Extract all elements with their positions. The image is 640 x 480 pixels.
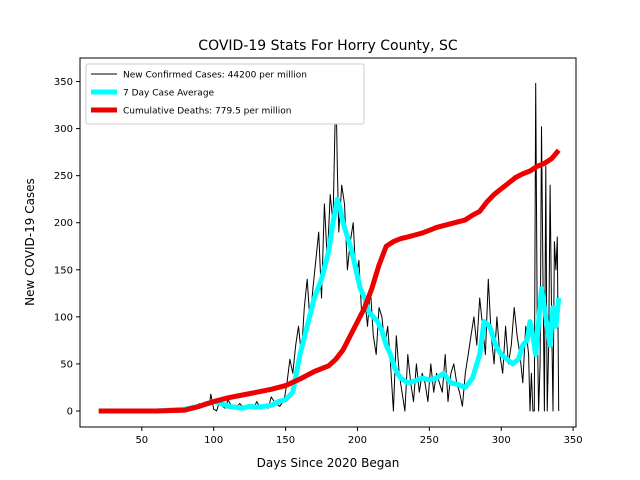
legend-entry-new-cases-label: New Confirmed Cases: 44200 per million <box>123 71 307 81</box>
legend-entry-seven-day-average-label: 7 Day Case Average <box>123 89 215 99</box>
y-axis: 0 50 100 150 200 250 300 350 <box>54 77 80 417</box>
cumulative-deaths-line <box>98 148 561 414</box>
y-tick-label: 150 <box>54 265 73 276</box>
y-tick-label: 300 <box>54 124 73 135</box>
legend: New Confirmed Cases: 44200 per million 7 … <box>85 63 365 125</box>
x-tick-label: 300 <box>492 435 511 446</box>
y-tick-label: 50 <box>60 359 73 370</box>
y-tick-label: 0 <box>67 406 73 417</box>
plot-frame <box>79 57 577 428</box>
legend-box <box>85 63 365 125</box>
x-tick-label: 200 <box>348 435 367 446</box>
y-tick-label: 200 <box>54 218 73 229</box>
chart-title: COVID-19 Stats For Horry County, SC <box>198 38 458 54</box>
x-tick-label: 50 <box>135 435 148 446</box>
x-tick-label: 250 <box>420 435 439 446</box>
seven-day-average-line <box>98 196 562 414</box>
x-tick-label: 150 <box>276 435 295 446</box>
x-tick-label: 350 <box>564 435 583 446</box>
x-axis: 50 100 150 200 250 300 350 <box>135 427 583 446</box>
x-tick-label: 100 <box>204 435 223 446</box>
y-tick-label: 350 <box>54 77 73 88</box>
series-layer <box>98 81 562 414</box>
y-tick-label: 250 <box>54 171 73 182</box>
y-axis-label: New COVID-19 Cases <box>23 178 37 306</box>
x-axis-label: Days Since 2020 Began <box>257 456 400 470</box>
legend-entry-cumulative-deaths-label: Cumulative Deaths: 779.5 per million <box>123 107 291 117</box>
y-tick-label: 100 <box>54 312 73 323</box>
